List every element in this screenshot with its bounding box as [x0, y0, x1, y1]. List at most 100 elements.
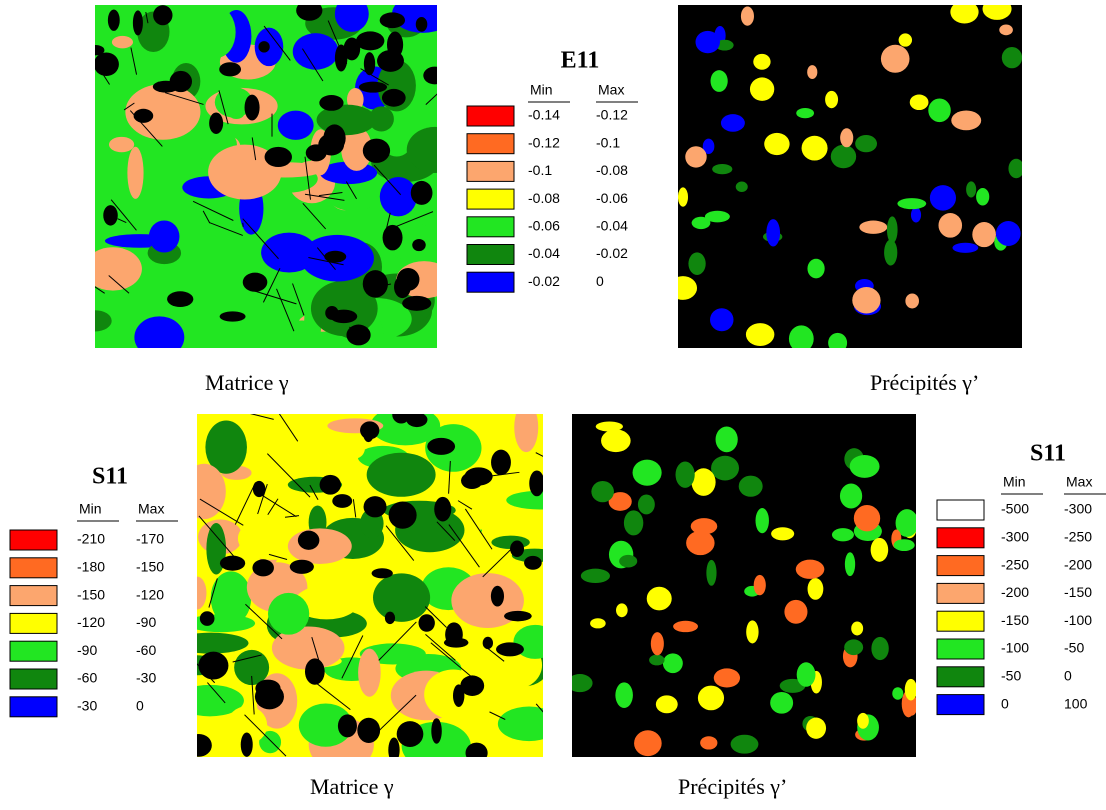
- particle: [219, 62, 241, 76]
- particle: [388, 737, 399, 762]
- particle: [265, 147, 292, 167]
- particle: [750, 77, 774, 101]
- particle: [691, 468, 715, 496]
- particle: [241, 732, 253, 756]
- legend-header: Max: [1066, 474, 1092, 490]
- legend-swatch: [467, 217, 514, 237]
- legend-max: -250: [1064, 529, 1092, 545]
- grain: [346, 438, 365, 458]
- grain: [84, 247, 142, 290]
- particle: [427, 438, 455, 455]
- particle: [524, 556, 542, 570]
- legend-max: -0.02: [596, 245, 628, 261]
- particle: [851, 622, 863, 636]
- particle: [852, 287, 880, 314]
- particle: [966, 181, 976, 197]
- grain: [514, 402, 538, 452]
- caption: Précipités γ’: [678, 774, 787, 799]
- particle: [601, 429, 631, 452]
- legend-max: -200: [1064, 556, 1092, 572]
- particle: [871, 538, 889, 562]
- particle: [905, 293, 919, 308]
- particle: [377, 50, 404, 72]
- legend-max: -90: [136, 614, 156, 630]
- particle: [647, 587, 672, 611]
- legend-swatch: [937, 528, 984, 548]
- grain: [358, 649, 381, 697]
- grain: [149, 220, 180, 252]
- particle: [784, 600, 807, 624]
- legend-title: S11: [92, 464, 128, 490]
- particle: [754, 575, 766, 595]
- legend-swatch: [937, 667, 984, 687]
- legend-swatch: [467, 106, 514, 126]
- particle: [711, 70, 728, 92]
- legend-header: Min: [79, 501, 102, 517]
- legend-min: -0.1: [528, 162, 552, 178]
- particle: [716, 427, 738, 453]
- particle: [764, 133, 789, 155]
- grain: [188, 576, 207, 609]
- particle: [633, 460, 662, 486]
- grain: [109, 137, 134, 152]
- legend-max: -60: [136, 642, 156, 658]
- particle: [951, 111, 981, 131]
- particle: [616, 603, 628, 617]
- legend-swatch: [10, 697, 57, 717]
- particle: [802, 136, 828, 161]
- particle: [394, 276, 411, 298]
- legend-max: -170: [136, 531, 164, 547]
- grain: [367, 453, 436, 497]
- particle: [999, 25, 1013, 36]
- grain: [278, 111, 314, 140]
- particle: [363, 424, 374, 442]
- particle: [412, 239, 426, 251]
- legend-min: -300: [1001, 529, 1029, 545]
- legend-swatch: [937, 556, 984, 576]
- particle: [706, 560, 716, 586]
- particle: [198, 652, 228, 680]
- particle: [103, 205, 117, 225]
- particle: [397, 721, 424, 747]
- legend-max: -0.12: [596, 107, 628, 123]
- map: [669, 0, 1024, 353]
- legend-header: Max: [138, 501, 164, 517]
- legend-max: -50: [1064, 640, 1084, 656]
- particle: [596, 421, 623, 431]
- legend-max: 0: [596, 273, 604, 289]
- particle: [209, 112, 223, 134]
- particle: [252, 559, 274, 576]
- legend-swatch: [937, 639, 984, 659]
- particle: [850, 455, 880, 478]
- particle: [402, 296, 431, 311]
- legend-swatch: [10, 586, 57, 606]
- particle: [714, 668, 740, 687]
- particle: [434, 497, 451, 522]
- legend-swatch: [10, 669, 57, 689]
- particle: [416, 17, 428, 32]
- legend-swatch: [467, 161, 514, 181]
- legend-min: -200: [1001, 584, 1029, 600]
- particle: [385, 612, 395, 624]
- particle: [200, 611, 215, 626]
- legend-min: -50: [1001, 668, 1021, 684]
- particle: [887, 216, 898, 243]
- legend-swatch: [467, 272, 514, 292]
- particle: [431, 718, 441, 743]
- legend-min: -0.04: [528, 245, 560, 261]
- legend-min: 0: [1001, 695, 1009, 711]
- particle: [676, 462, 695, 488]
- particle: [186, 734, 212, 757]
- particle: [753, 54, 770, 70]
- particle: [686, 531, 714, 555]
- particle: [899, 33, 912, 46]
- particle: [411, 181, 433, 205]
- particle: [330, 310, 357, 323]
- particle: [840, 484, 862, 509]
- particle: [380, 12, 405, 28]
- particle: [382, 89, 406, 107]
- legend-min: -0.06: [528, 218, 560, 234]
- map-bg: [678, 5, 1022, 348]
- legend-swatch: [937, 611, 984, 631]
- particle: [243, 273, 268, 292]
